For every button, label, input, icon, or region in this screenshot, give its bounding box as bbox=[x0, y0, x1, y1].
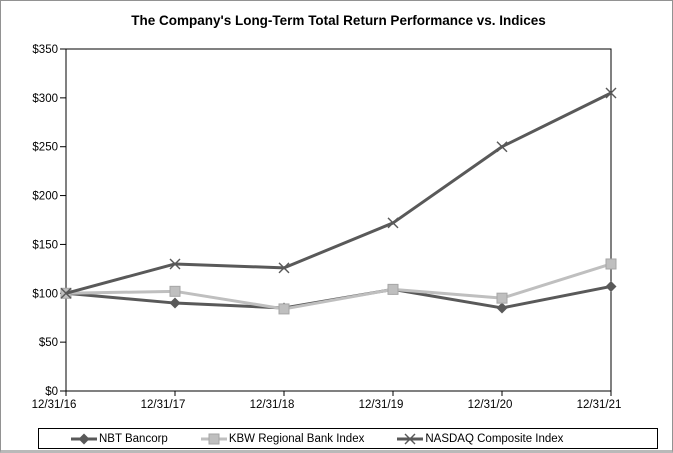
x-marker bbox=[404, 433, 416, 444]
y-tick-label: $300 bbox=[32, 93, 58, 105]
x-tick-label: 12/31/17 bbox=[141, 399, 186, 411]
x-tick-label: 12/31/21 bbox=[577, 399, 622, 411]
legend-item-nbt-bancorp: NBT Bancorp bbox=[71, 433, 168, 445]
chart-title: The Company's Long-Term Total Return Per… bbox=[131, 13, 546, 28]
series-0 bbox=[60, 280, 617, 314]
x-marker bbox=[605, 87, 617, 99]
y-axis: $0 $50 $100 $150 $200 $250 $300 $350 bbox=[32, 44, 66, 398]
square-line-marker-icon bbox=[200, 433, 227, 444]
x-line-marker-icon bbox=[397, 433, 424, 444]
square-marker bbox=[278, 303, 290, 315]
x-marker bbox=[278, 262, 290, 274]
diamond-marker bbox=[496, 302, 508, 314]
square-marker bbox=[208, 433, 220, 444]
square-marker bbox=[605, 258, 617, 270]
x-tick-label: 12/31/18 bbox=[250, 399, 295, 411]
series-1 bbox=[60, 258, 617, 315]
square-marker bbox=[496, 292, 508, 304]
y-tick-label: $0 bbox=[45, 386, 58, 398]
x-tick-label: 12/31/19 bbox=[359, 399, 404, 411]
square-marker bbox=[169, 285, 181, 297]
legend: NBT Bancorp KBW Regional Bank Index NASD… bbox=[38, 428, 658, 449]
x-marker bbox=[60, 287, 72, 299]
series-line bbox=[65, 91, 612, 295]
y-tick-label: $250 bbox=[32, 142, 58, 154]
legend-label-kbw-regional-bank-index: KBW Regional Bank Index bbox=[228, 432, 365, 445]
series-line bbox=[65, 262, 612, 311]
y-tick-label: $200 bbox=[32, 191, 58, 203]
plot-frame bbox=[65, 48, 612, 392]
y-tick-label: $100 bbox=[32, 288, 58, 300]
x-axis: 12/31/16 12/31/17 12/31/18 12/31/19 12/31/20… bbox=[32, 391, 622, 411]
x-tick-label: 12/31/20 bbox=[468, 399, 513, 411]
x-marker bbox=[169, 258, 181, 270]
square-marker bbox=[387, 283, 399, 295]
series-2 bbox=[60, 87, 617, 299]
legend-item-nasdaq-composite-index: NASDAQ Composite Index bbox=[397, 433, 563, 445]
legend-item-kbw-regional-bank-index: KBW Regional Bank Index bbox=[200, 432, 365, 445]
y-tick-label: $150 bbox=[32, 239, 58, 251]
x-marker bbox=[387, 217, 399, 229]
diamond-marker bbox=[605, 280, 617, 292]
y-tick-label: $350 bbox=[32, 44, 58, 56]
diamond-marker bbox=[78, 433, 90, 444]
y-tick-label: $50 bbox=[39, 337, 58, 349]
x-tick-label: 12/31/16 bbox=[32, 399, 77, 411]
x-marker bbox=[496, 141, 508, 153]
legend-label-nbt-bancorp: NBT Bancorp bbox=[99, 432, 168, 445]
diamond-line-marker-icon bbox=[71, 433, 97, 444]
legend-label-nasdaq-composite-index: NASDAQ Composite Index bbox=[425, 432, 564, 445]
diamond-marker bbox=[169, 297, 181, 309]
